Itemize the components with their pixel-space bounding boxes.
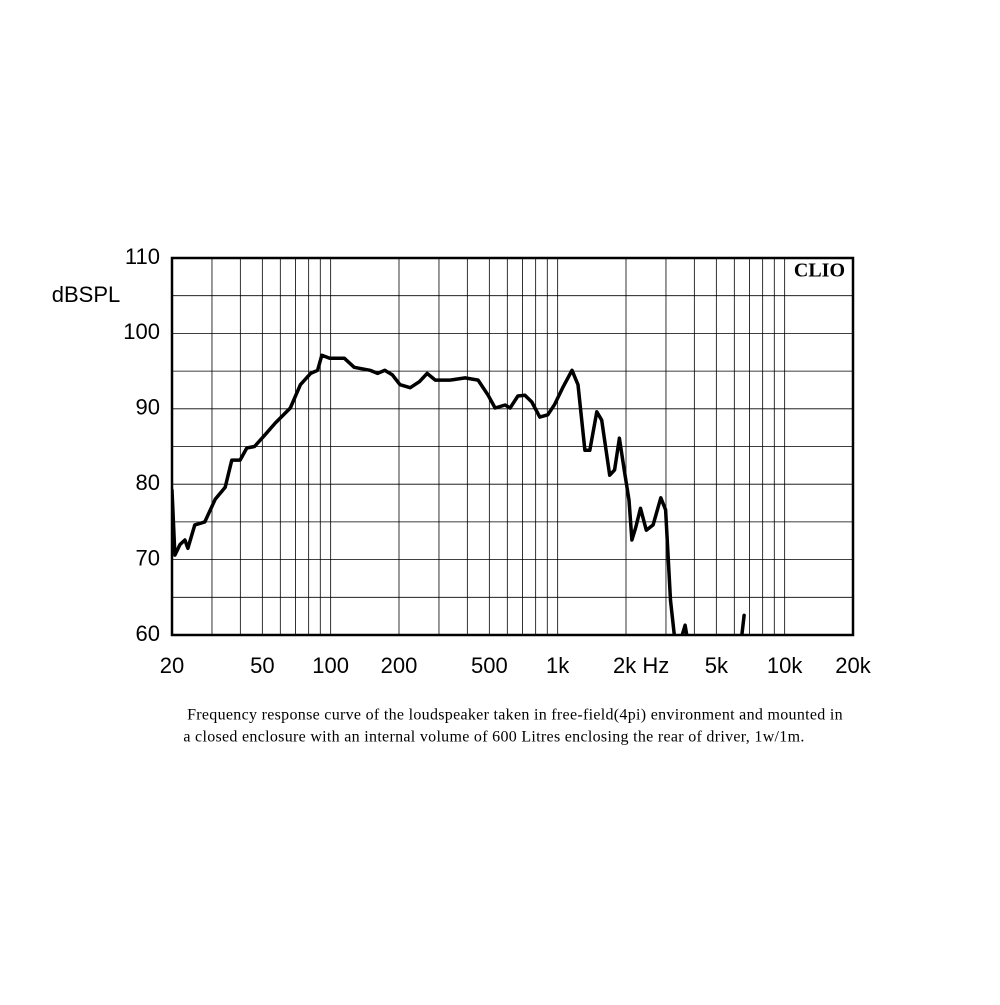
y-axis-label: dBSPL [52, 282, 121, 307]
x-tick-label: 100 [312, 653, 349, 678]
y-tick-label: 90 [136, 395, 160, 420]
y-tick-label: 100 [123, 319, 160, 344]
x-tick-label: 10k [767, 653, 803, 678]
x-tick-label: 5k [705, 653, 729, 678]
y-tick-label: 110 [125, 244, 160, 269]
caption-line: a closed enclosure with an internal volu… [183, 729, 804, 746]
x-tick-label: 20 [160, 653, 184, 678]
y-tick-label: 80 [136, 470, 160, 495]
grid [171, 257, 854, 636]
x-tick-label: 500 [471, 653, 508, 678]
x-tick-label: 2k Hz [613, 653, 669, 678]
x-tick-label: 20k [835, 653, 871, 678]
plot-frame [170, 256, 855, 637]
plot-area [172, 353, 746, 635]
caption-line: Frequency response curve of the loudspea… [187, 707, 843, 724]
annotation: CLIO [794, 260, 845, 282]
x-tick-label: 200 [381, 653, 418, 678]
y-tick-label: 60 [136, 621, 160, 646]
x-tick-label: 1k [546, 653, 570, 678]
y-tick-label: 70 [136, 545, 160, 570]
response-curve [172, 353, 746, 635]
x-tick-label: 50 [250, 653, 274, 678]
